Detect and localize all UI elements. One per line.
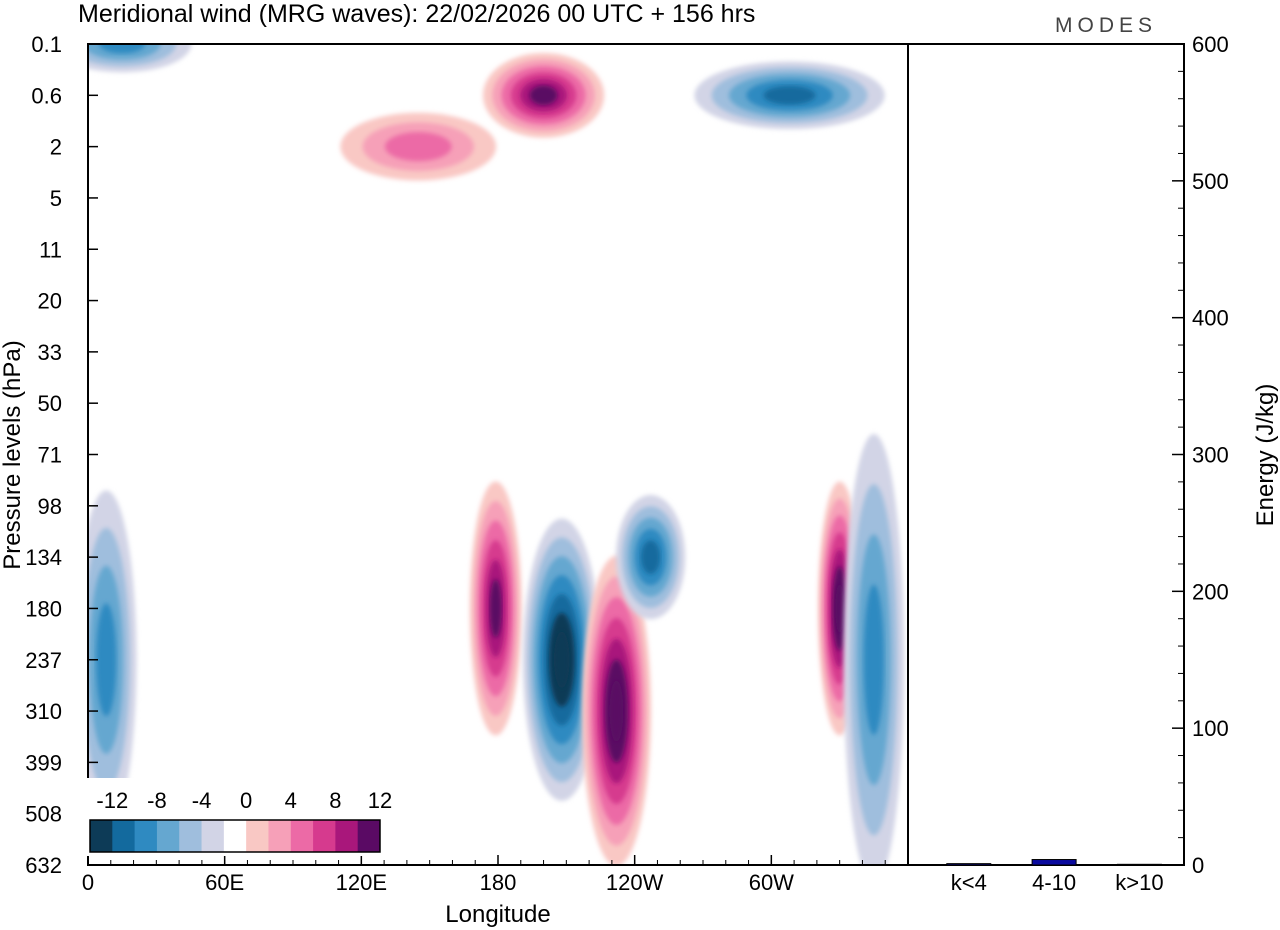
- colorbar-frame: [89, 819, 381, 853]
- x-axis: 0 60E 120E 180 120W 60W: [82, 855, 886, 895]
- y-tick-label-4: 11: [39, 237, 62, 262]
- y-tick-label-13: 310: [25, 699, 62, 724]
- y-tick-label-6: 33: [38, 340, 62, 365]
- energy-bars: k<4 4-10 k>10: [946, 859, 1164, 895]
- colorbar-swatch-1: [112, 820, 136, 852]
- y-axis-right: 0 100 200 300 400 500 600: [1172, 32, 1229, 878]
- y-tick-label-12: 237: [25, 648, 62, 673]
- energy-tick-label-2: 200: [1192, 579, 1229, 604]
- energy-bar-1: [1031, 859, 1077, 866]
- contour-pos-180-lower-5: [489, 579, 502, 638]
- feature-neg-155W-lower: [522, 518, 601, 801]
- brand-logo: MODES: [1055, 14, 1157, 37]
- colorbar-label-0: -12: [96, 788, 128, 813]
- colorbar-swatch-2: [134, 820, 158, 852]
- energy-tick-label-4: 400: [1192, 306, 1229, 331]
- energy-category-label-2: k>10: [1115, 870, 1163, 895]
- colorbar: -12 -8 -4 0 4 8 12: [86, 778, 392, 856]
- x-tick-label-5: 60W: [749, 870, 794, 895]
- colorbar-label-6: 12: [368, 788, 392, 813]
- colorbar-swatch-8: [268, 820, 292, 852]
- contour-pos-35W-lower-6: [835, 583, 844, 634]
- energy-tick-label-6: 600: [1192, 32, 1229, 57]
- contour-neg-15W-lower-3: [863, 584, 884, 736]
- y-tick-label-9: 98: [38, 494, 62, 519]
- feature-pos-strat-140E: [340, 112, 497, 181]
- contour-pos-130W-lower-6: [609, 680, 624, 743]
- x-tick-label-0: 0: [82, 870, 94, 895]
- colorbar-swatch-9: [290, 820, 314, 852]
- energy-bar-0: [946, 863, 992, 866]
- contour-pos-strat-140E-2: [384, 132, 452, 162]
- colorbar-label-4: 4: [285, 788, 297, 813]
- colorbar-swatch-3: [156, 820, 180, 852]
- colorbar-label-5: 8: [329, 788, 341, 813]
- colorbar-swatch-11: [335, 820, 359, 852]
- colorbar-swatch-5: [201, 820, 225, 852]
- x-tick-label-4: 120W: [606, 870, 664, 895]
- y-tick-label-14: 399: [25, 750, 62, 775]
- y-tick-label-2: 2: [50, 135, 62, 160]
- contour-neg-155W-lower-6: [553, 631, 570, 688]
- colorbar-swatch-10: [313, 820, 336, 852]
- colorbar-label-2: -4: [192, 788, 212, 813]
- colorbar-label-1: -8: [147, 788, 167, 813]
- y-tick-label-1: 0.6: [31, 83, 62, 108]
- energy-tick-label-5: 500: [1192, 169, 1229, 194]
- feature-pos-strat-170W: [482, 52, 605, 138]
- y-tick-label-5: 20: [38, 289, 62, 314]
- colorbar-swatch-7: [246, 820, 269, 852]
- y-axis-title: Pressure levels (hPa): [0, 340, 26, 569]
- energy-tick-label-3: 300: [1192, 443, 1229, 468]
- feature-pos-180-lower: [469, 481, 522, 736]
- feature-neg-115W-upper: [615, 495, 686, 620]
- energy-tick-label-1: 100: [1192, 716, 1229, 741]
- colorbar-swatch-6: [223, 820, 247, 852]
- x-tick-label-3: 180: [480, 870, 517, 895]
- energy-bar-2: [1116, 863, 1162, 866]
- feature-pos-130W-lower: [581, 555, 652, 865]
- energy-category-label-0: k<4: [951, 870, 987, 895]
- contour-neg-strat-10E-3: [99, 44, 146, 54]
- heatmap-frame: [87, 43, 909, 866]
- feature-neg-strat-10E: [88, 44, 192, 73]
- feature-neg-15W-lower: [843, 434, 905, 865]
- energy-tick-label-0: 0: [1192, 853, 1204, 878]
- y-tick-label-15: 508: [25, 802, 62, 827]
- y-tick-label-8: 71: [38, 443, 62, 468]
- x-tick-label-2: 120E: [336, 870, 387, 895]
- y-tick-label-10: 134: [25, 545, 62, 570]
- contour-neg-115W-upper-4: [641, 540, 661, 575]
- colorbar-label-3: 0: [240, 788, 252, 813]
- chart-title: Meridional wind (MRG waves): 22/02/2026 …: [78, 0, 755, 28]
- y-tick-label-7: 50: [38, 391, 62, 416]
- colorbar-swatch-4: [179, 820, 203, 852]
- colorbar-swatch-12: [357, 820, 381, 852]
- x-axis-title: Longitude: [445, 901, 550, 928]
- colorbar-swatch-0: [90, 820, 113, 852]
- heatmap-panel: [88, 44, 905, 865]
- y-tick-label-11: 180: [25, 596, 62, 621]
- y-tick-label-3: 5: [50, 186, 62, 211]
- contour-neg-strat-55W-4: [763, 86, 816, 105]
- y-tick-label-16: 632: [25, 853, 62, 878]
- contour-neg-120E-lower-3: [96, 603, 117, 717]
- x-tick-label-1: 60E: [205, 870, 244, 895]
- y-tick-label-0: 0.1: [31, 32, 62, 57]
- feature-neg-120E-lower: [88, 490, 137, 830]
- energy-category-label-1: 4-10: [1032, 870, 1076, 895]
- contour-pos-strat-170W-5: [529, 85, 558, 106]
- feature-neg-strat-55W: [694, 61, 885, 130]
- y-axis-left: 0.1 0.6 2 5 11 20 33 50 71 98 134 180 237 310 399 508 63…: [25, 32, 98, 878]
- energy-axis-title: Energy (J/kg): [1252, 384, 1279, 527]
- energy-panel-frame: [907, 43, 1185, 866]
